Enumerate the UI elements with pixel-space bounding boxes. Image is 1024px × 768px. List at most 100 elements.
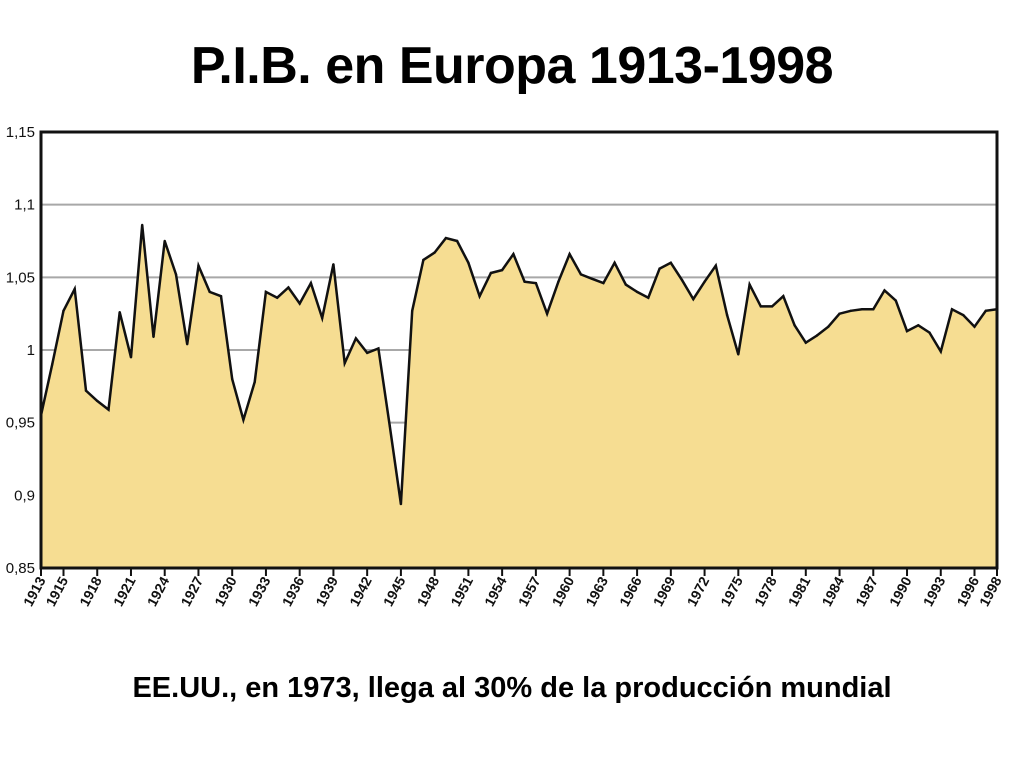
y-tick-label: 0,9: [14, 487, 35, 504]
data-point-1947: [422, 258, 425, 262]
x-tick-label: 1957: [515, 574, 544, 609]
data-point-1969: [669, 261, 672, 264]
data-point-1996: [973, 325, 976, 328]
data-point-1980: [793, 324, 796, 327]
x-tick-label: 1921: [110, 574, 139, 609]
data-point-1981: [804, 341, 807, 344]
x-tick-label: 1998: [976, 574, 1005, 609]
data-point-1927: [197, 264, 200, 267]
y-tick-label: 0,85: [6, 560, 35, 577]
x-tick-label: 1945: [380, 574, 409, 609]
data-point-1925: [174, 273, 178, 276]
data-point-1972: [703, 280, 706, 283]
y-tick-label: 1,1: [14, 197, 35, 214]
x-tick-label: 1930: [211, 574, 240, 609]
chart-title: P.I.B. en Europa 1913-1998: [190, 37, 834, 95]
caption: EE.UU., en 1973, llega al 30% de la prod…: [132, 672, 892, 704]
x-tick-label: 1984: [818, 574, 847, 609]
x-tick-label: 1936: [279, 574, 308, 609]
data-point-1975: [737, 353, 740, 356]
data-point-1951: [467, 261, 470, 264]
data-point-1930: [231, 377, 234, 381]
x-tick-label: 1990: [886, 574, 915, 609]
x-tick-label: 1942: [346, 574, 375, 609]
data-point-1997: [984, 309, 987, 312]
data-point-1937: [309, 281, 313, 285]
data-point-1995: [962, 313, 965, 317]
data-point-1982: [815, 334, 819, 337]
data-point-1991: [917, 324, 920, 327]
data-point-1976: [748, 283, 751, 286]
data-point-1948: [433, 251, 436, 254]
x-tick-label: 1993: [920, 574, 949, 609]
data-point-1934: [276, 296, 279, 299]
data-point-1926: [186, 343, 189, 346]
data-point-1959: [557, 280, 560, 283]
data-point-1984: [838, 312, 841, 315]
x-tick-label: 1927: [177, 574, 206, 609]
data-point-1953: [489, 271, 493, 275]
data-point-1970: [680, 279, 684, 282]
data-point-1929: [219, 295, 223, 298]
data-point-1986: [860, 308, 864, 311]
data-point-1917: [84, 389, 88, 392]
data-point-1923: [152, 335, 155, 339]
data-point-1932: [253, 380, 256, 384]
data-point-1994: [950, 308, 954, 311]
data-point-1963: [602, 281, 605, 285]
data-point-1964: [613, 261, 616, 264]
x-tick-label: 1978: [751, 574, 780, 609]
x-tick-label: 1960: [548, 574, 577, 609]
data-point-1962: [590, 277, 594, 280]
data-point-1954: [500, 268, 504, 272]
data-point-1971: [692, 297, 695, 301]
data-point-1987: [872, 308, 875, 311]
y-tick-label: 1,05: [6, 269, 35, 286]
x-tick-label: 1918: [76, 574, 105, 609]
data-point-1973: [714, 264, 717, 267]
data-point-1940: [343, 361, 346, 365]
x-tick-label: 1951: [447, 574, 476, 609]
x-tick-label: 1963: [582, 574, 611, 609]
data-point-1920: [118, 311, 121, 314]
data-point-1983: [827, 325, 830, 328]
data-point-1939: [332, 263, 335, 266]
data-point-1931: [242, 418, 245, 421]
data-point-1992: [928, 331, 931, 334]
x-tick-label: 1996: [953, 574, 982, 609]
x-tick-label: 1981: [785, 574, 814, 609]
data-point-1968: [658, 267, 661, 270]
x-tick-label: 1987: [852, 574, 881, 609]
data-point-1978: [770, 305, 774, 308]
data-point-1988: [883, 289, 886, 292]
x-tick-label: 1969: [650, 574, 679, 609]
data-point-1960: [568, 252, 571, 256]
data-point-1974: [725, 313, 729, 317]
data-point-1950: [455, 239, 459, 243]
data-points: [39, 223, 999, 506]
x-tick-label: 1924: [144, 574, 173, 609]
x-tick-label: 1954: [481, 574, 510, 609]
data-point-1967: [647, 296, 650, 299]
data-point-1957: [534, 281, 538, 285]
x-tick-label: 1975: [717, 574, 746, 609]
data-point-1915: [62, 309, 65, 312]
x-tick-label: 1966: [616, 574, 645, 609]
data-point-1945: [399, 502, 403, 506]
data-point-1942: [366, 351, 369, 355]
data-point-1935: [287, 286, 290, 289]
data-point-1949: [444, 236, 448, 240]
data-point-1956: [523, 280, 526, 283]
data-point-1919: [107, 408, 110, 411]
data-point-1958: [545, 312, 549, 315]
x-tick-label: 1933: [245, 574, 274, 609]
data-point-1924: [163, 239, 166, 243]
data-point-1965: [624, 283, 627, 286]
x-tick-label: 1972: [683, 574, 712, 609]
x-tick-label: 1939: [312, 574, 341, 609]
data-point-1943: [377, 347, 380, 350]
data-point-1955: [512, 252, 515, 256]
data-point-1961: [579, 273, 583, 276]
